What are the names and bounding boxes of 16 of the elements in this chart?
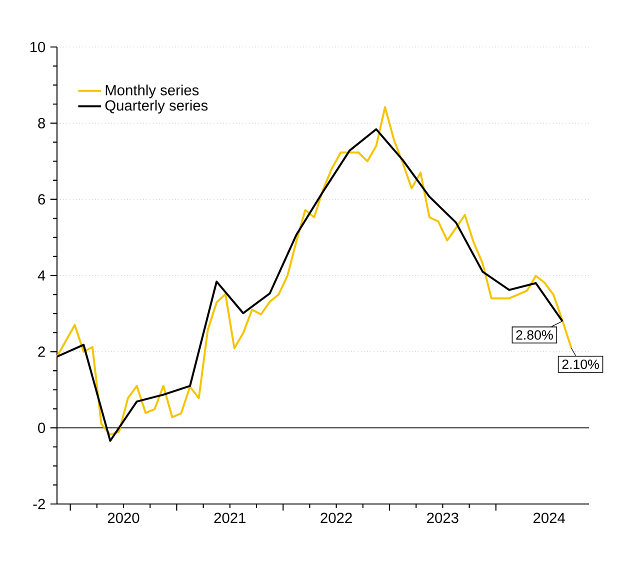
annotation: 2.80%	[516, 330, 553, 340]
legend-label: Quarterly series	[105, 100, 208, 114]
y-tick-label: 8	[38, 118, 45, 128]
x-tick-label: 2024	[534, 512, 565, 524]
y-tick-label: 6	[38, 194, 45, 205]
annotation: 2.10%	[562, 360, 599, 370]
y-tick-label: 10	[30, 42, 46, 52]
x-tick-label: 2022	[320, 512, 352, 524]
x-tick-label: 2021	[214, 512, 246, 524]
y-tick-label: 4	[38, 270, 46, 281]
x-tick-label: 2020	[108, 512, 140, 524]
y-tick-label: -2	[33, 498, 45, 510]
x-tick-label: 2023	[427, 512, 458, 524]
y-tick-label: 2	[38, 346, 45, 357]
legend-label: Monthly series	[106, 84, 199, 98]
y-tick-label: 0	[38, 422, 46, 434]
